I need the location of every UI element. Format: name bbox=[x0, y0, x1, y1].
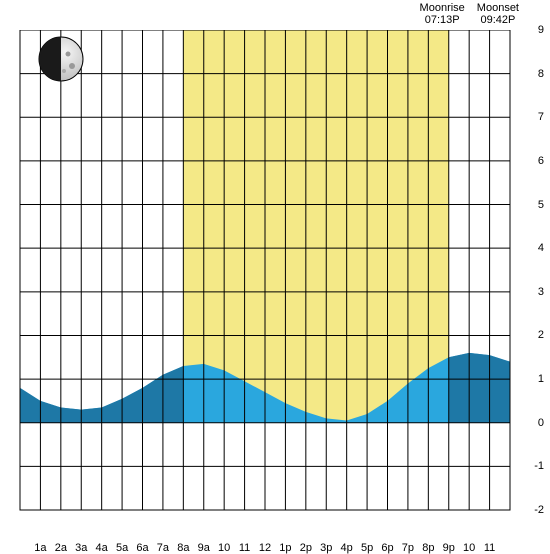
y-tick-label: 4 bbox=[538, 242, 544, 254]
x-tick-label: 1a bbox=[34, 542, 46, 554]
y-tick-label: -1 bbox=[534, 460, 544, 472]
moonset-time: 09:42P bbox=[471, 14, 525, 26]
y-tick-label: 8 bbox=[538, 68, 544, 80]
y-tick-label: 2 bbox=[538, 329, 544, 341]
x-tick-label: 9a bbox=[198, 542, 210, 554]
x-tick-label: 9p bbox=[443, 542, 455, 554]
x-tick-label: 10 bbox=[463, 542, 475, 554]
x-tick-label: 4a bbox=[96, 542, 108, 554]
x-tick-label: 8a bbox=[177, 542, 189, 554]
y-tick-label: -2 bbox=[534, 504, 544, 516]
x-tick-label: 5a bbox=[116, 542, 128, 554]
y-tick-label: 0 bbox=[538, 417, 544, 429]
y-tick-label: 9 bbox=[538, 24, 544, 36]
tide-chart-container: Moonrise Moonset 07:13P 09:42P bbox=[0, 0, 550, 550]
x-tick-label: 3p bbox=[320, 542, 332, 554]
x-tick-label: 6a bbox=[136, 542, 148, 554]
x-tick-label: 11 bbox=[239, 542, 250, 554]
x-tick-label: 3a bbox=[75, 542, 87, 554]
tide-chart bbox=[10, 30, 530, 520]
x-tick-label: 4p bbox=[341, 542, 353, 554]
moon-phase-icon bbox=[38, 36, 84, 82]
y-tick-label: 6 bbox=[538, 155, 544, 167]
x-tick-label: 5p bbox=[361, 542, 373, 554]
moon-times-header: Moonrise Moonset 07:13P 09:42P bbox=[414, 2, 525, 26]
x-tick-label: 7p bbox=[402, 542, 414, 554]
x-tick-label: 1p bbox=[279, 542, 291, 554]
y-tick-label: 3 bbox=[538, 286, 544, 298]
y-tick-label: 5 bbox=[538, 199, 544, 211]
y-tick-label: 7 bbox=[538, 111, 544, 123]
x-tick-label: 11 bbox=[484, 542, 495, 554]
moonrise-time: 07:13P bbox=[414, 14, 471, 26]
x-tick-label: 2p bbox=[300, 542, 312, 554]
x-tick-label: 12 bbox=[259, 542, 271, 554]
x-tick-label: 6p bbox=[381, 542, 393, 554]
x-tick-label: 2a bbox=[55, 542, 67, 554]
x-tick-label: 10 bbox=[218, 542, 230, 554]
x-tick-label: 8p bbox=[422, 542, 434, 554]
y-tick-label: 1 bbox=[538, 373, 544, 385]
x-tick-label: 7a bbox=[157, 542, 169, 554]
moonset-label: Moonset bbox=[471, 2, 525, 14]
moonrise-label: Moonrise bbox=[414, 2, 471, 14]
